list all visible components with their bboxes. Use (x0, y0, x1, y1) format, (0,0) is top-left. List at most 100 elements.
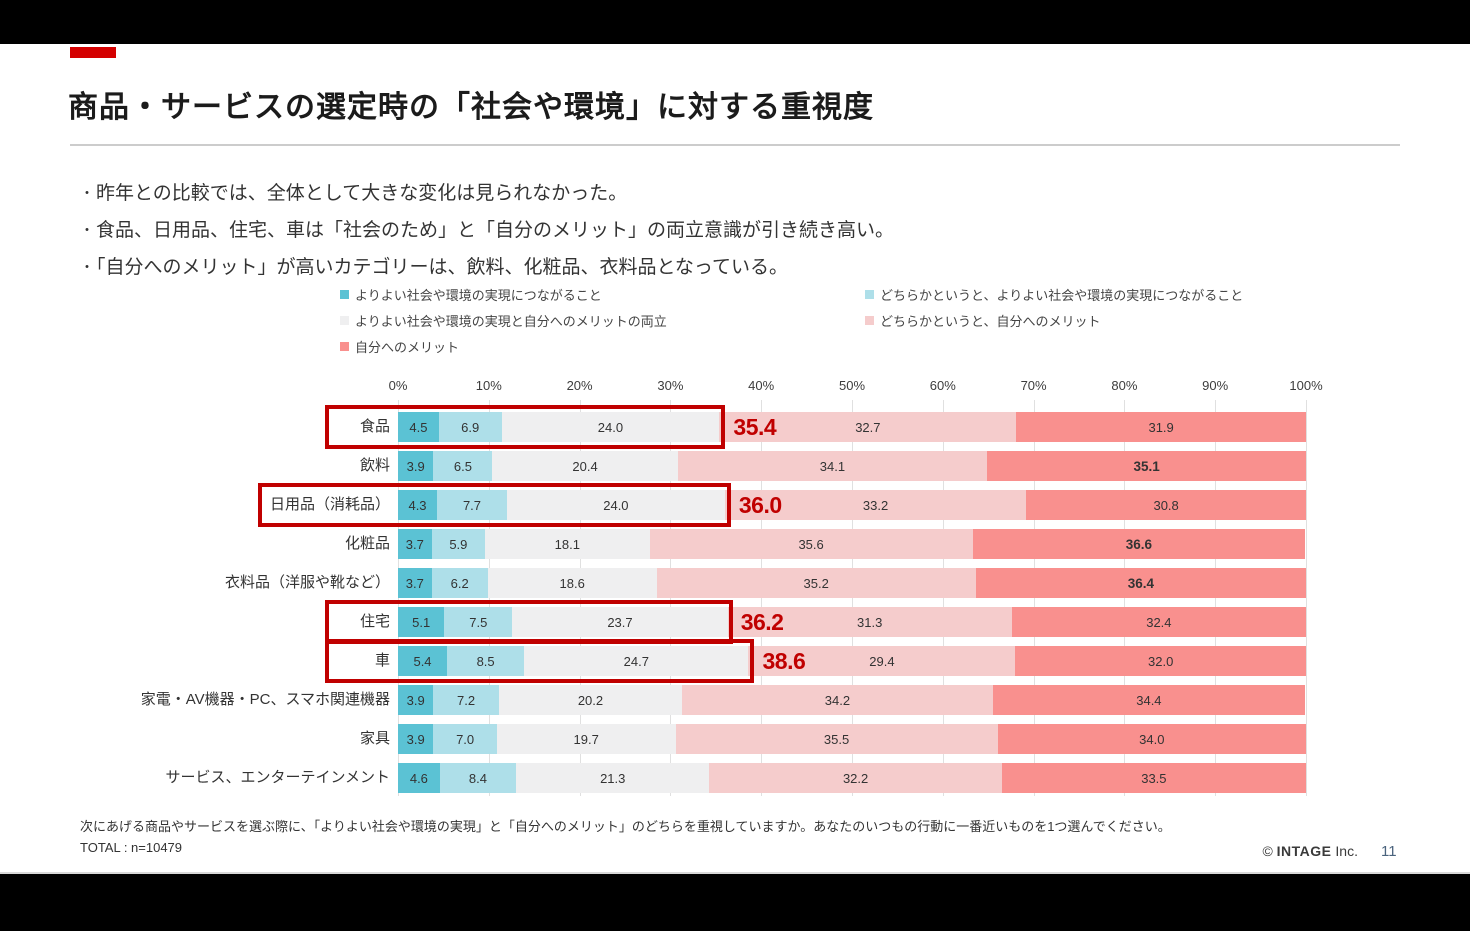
x-axis-tick-label: 0% (388, 378, 408, 393)
segment-value: 4.6 (409, 770, 428, 786)
category-label-text: 食品 (359, 418, 390, 435)
segment-value: 18.6 (559, 575, 585, 591)
segment-value: 36.4 (1127, 575, 1155, 591)
bar-segment: 6.2 (431, 568, 488, 598)
segment-value: 6.2 (450, 575, 469, 591)
segment-value: 8.4 (468, 770, 487, 786)
gridline (942, 400, 944, 796)
gridline (579, 400, 581, 796)
x-axis-tick-label: 70% (1020, 378, 1047, 393)
bar-segment: 5.4 (398, 646, 448, 676)
bar-segment: 4.6 (398, 763, 440, 793)
category-label-text: 家電・AV機器・PC、スマホ関連機器 (140, 691, 390, 708)
segment-value: 34.2 (824, 692, 851, 708)
bar-segment: 32.2 (709, 763, 1002, 793)
bar-segment: 19.7 (496, 724, 676, 754)
segment-value: 35.2 (803, 575, 829, 591)
bar-segment: 20.2 (498, 685, 683, 715)
bar-segment: 34.0 (997, 724, 1306, 754)
x-axis-tick-label: 40% (748, 378, 775, 393)
bar-segment: 24.7 (524, 646, 749, 676)
bar-segment: 6.5 (433, 451, 493, 481)
gridline (852, 400, 853, 796)
chart-row: 3.9 6.5 20.4 34.1 35.1 (398, 451, 1306, 481)
highlight-sum-value: 35.4 (733, 414, 777, 440)
bar-segment: 5.1 (398, 607, 445, 637)
bullet-item: ・昨年との比較では、全体として大きな変化は見られなかった。 (80, 175, 1380, 212)
segment-value: 3.9 (406, 692, 425, 708)
x-axis-tick-label: 60% (929, 378, 956, 393)
segment-value: 4.5 (409, 419, 428, 435)
bar-segment: 7.0 (433, 724, 497, 754)
bullet-text: 「自分へのメリット」が高いカテゴリーは、飲料、化粧品、衣料品となっている。 (96, 257, 788, 278)
legend-label: 自分へのメリット (355, 340, 460, 355)
category-label-text: 飲料 (359, 457, 390, 474)
category-label-text: 車 (374, 652, 390, 669)
highlight-box (325, 639, 755, 683)
gridline (488, 400, 490, 796)
bar-segment: 3.9 (398, 451, 434, 481)
legend-swatch-icon (340, 316, 349, 325)
category-label: 家電・AV機器・PC、スマホ関連機器 (0, 685, 390, 715)
x-axis-tick-label: 90% (1202, 378, 1229, 393)
category-label: 化粧品 (0, 529, 390, 559)
gridline (670, 400, 672, 796)
chart-row: 4.3 7.7 24.0 33.2 30.8 (398, 490, 1306, 520)
x-axis-tick-label: 80% (1111, 378, 1138, 393)
segment-value: 5.4 (413, 653, 432, 669)
segment-value: 24.0 (597, 419, 624, 435)
bar-segment: 36.4 (975, 568, 1307, 598)
legend-item: どちらかというと、よりよい社会や環境の実現につながること (865, 285, 1243, 304)
page-title: 商品・サービスの選定時の「社会や環境」に対する重視度 (68, 91, 874, 124)
segment-value: 3.7 (405, 536, 424, 552)
segment-value: 6.5 (453, 458, 472, 474)
chart-row: 3.7 5.9 18.1 35.6 36.6 (398, 529, 1306, 559)
bar-segment: 35.2 (656, 568, 976, 598)
x-axis-tick-label: 30% (657, 378, 684, 393)
segment-value: 7.0 (456, 731, 475, 747)
bar-segment: 34.2 (682, 685, 993, 715)
bar-segment: 32.0 (1015, 646, 1306, 676)
title-divider (70, 144, 1400, 146)
category-label: 飲料 (0, 451, 390, 481)
bar-segment: 36.6 (972, 529, 1306, 559)
segment-value: 24.7 (623, 653, 649, 669)
bar-segment: 35.1 (987, 451, 1306, 481)
segment-value: 32.0 (1148, 653, 1174, 669)
bar-segment: 3.9 (398, 685, 434, 715)
category-label: 住宅 (0, 607, 390, 637)
x-axis-tick-label: 10% (475, 378, 502, 393)
segment-value: 32.7 (855, 419, 881, 435)
segment-value: 34.1 (819, 458, 846, 474)
gridline (1033, 400, 1035, 796)
bar-segment: 34.4 (992, 685, 1306, 715)
chart-row: 3.9 7.2 20.2 34.2 34.4 (398, 685, 1306, 715)
segment-value: 34.0 (1139, 731, 1165, 747)
stacked-bar-chart: 0% 10% 20% 30% 40% 50% 60% 70% 80% 90% 100% 食品 4.5 6.… (0, 44, 1470, 874)
bullet-text: 昨年との比較では、全体として大きな変化は見られなかった。 (96, 183, 628, 204)
legend-swatch-icon (340, 342, 349, 351)
bar-segment: 21.3 (516, 763, 710, 793)
gridline (1306, 400, 1307, 796)
brand-name: INTAGE (1276, 843, 1332, 859)
segment-value: 19.7 (573, 731, 599, 747)
segment-value: 31.9 (1148, 419, 1174, 435)
segment-value: 20.2 (577, 692, 604, 708)
copyright-suffix: Inc. (1335, 843, 1358, 859)
bar-segment: 18.1 (485, 529, 650, 559)
category-label-text: 住宅 (359, 613, 390, 630)
segment-value: 34.4 (1136, 692, 1162, 708)
gridline (1124, 400, 1126, 796)
highlight-box (325, 600, 733, 644)
segment-value: 32.4 (1146, 614, 1172, 630)
segment-value: 4.3 (408, 497, 427, 513)
bar-segment: 8.4 (439, 763, 517, 793)
copyright-notice: © INTAGE Inc. (1262, 843, 1358, 859)
bar-segment: 31.3 (727, 607, 1012, 637)
copyright-symbol-icon: © (1262, 843, 1273, 859)
bullet-item: ・食品、日用品、住宅、車は「社会のため」と「自分のメリット」の両立意識が引き続き… (80, 212, 1380, 249)
segment-value: 36.6 (1125, 536, 1153, 552)
category-label: 衣料品（洋服や靴など） (0, 568, 390, 598)
segment-value: 8.5 (476, 653, 495, 669)
segment-value: 35.5 (823, 731, 850, 747)
